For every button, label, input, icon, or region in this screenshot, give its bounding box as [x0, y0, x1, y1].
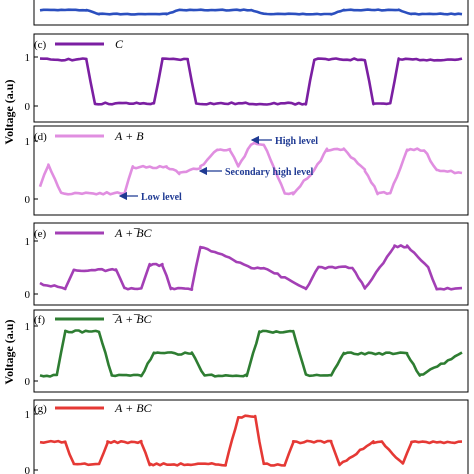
tick-label: 1 — [25, 409, 31, 421]
tick-label: 1 — [25, 321, 31, 333]
panel-label-g: (g) — [34, 403, 47, 415]
signal-traces — [38, 8, 463, 467]
y-axis-label-lower: Voltage (a.u) — [2, 320, 16, 385]
annotation-secondary-level: Secondary high level — [225, 167, 314, 178]
panel-frame-3 — [33, 222, 469, 306]
legend-name-g: A + BC — [114, 401, 153, 415]
series-line-3 — [39, 244, 463, 291]
tick-label: 1 — [25, 52, 31, 64]
panel-label-f: (f) — [34, 314, 45, 326]
panel-frame-4 — [33, 309, 469, 393]
panel-label-e: (e) — [34, 228, 47, 240]
tick-label: 0 — [25, 376, 31, 388]
legend-name-f: ̅A + ̅BC — [112, 312, 153, 326]
series-line-4 — [39, 329, 463, 378]
series-line-1 — [39, 57, 463, 106]
panel-label-d: (d) — [34, 131, 47, 143]
legend-name-c: C — [115, 37, 124, 51]
legend-name-e: A + ̅BC — [114, 226, 153, 240]
panel-frame-2 — [33, 125, 469, 216]
tick-label: 0 — [25, 101, 31, 113]
panel-frames — [33, 0, 469, 474]
tick-label: 1 — [25, 136, 31, 148]
tick-label: 0 — [25, 194, 31, 206]
legend-name-d: A + B — [114, 129, 144, 143]
panel-frame-1 — [33, 33, 469, 123]
tick-label: 1 — [25, 236, 31, 248]
panel-frame-0 — [33, 0, 469, 26]
series-line-0 — [39, 8, 463, 16]
annotation-low-level: Low level — [141, 192, 182, 203]
tick-label: 0 — [25, 465, 31, 474]
annotation-high-level: High level — [275, 136, 318, 147]
tick-labels: 0 1 0 1 0 1 0 1 0 1 — [25, 52, 38, 474]
series-line-5 — [39, 414, 463, 467]
y-axis-label-upper: Voltage (a.u) — [2, 80, 16, 145]
panel-frame-5 — [33, 399, 469, 474]
tick-label: 0 — [25, 289, 31, 301]
panel-label-c: (c) — [34, 39, 47, 51]
